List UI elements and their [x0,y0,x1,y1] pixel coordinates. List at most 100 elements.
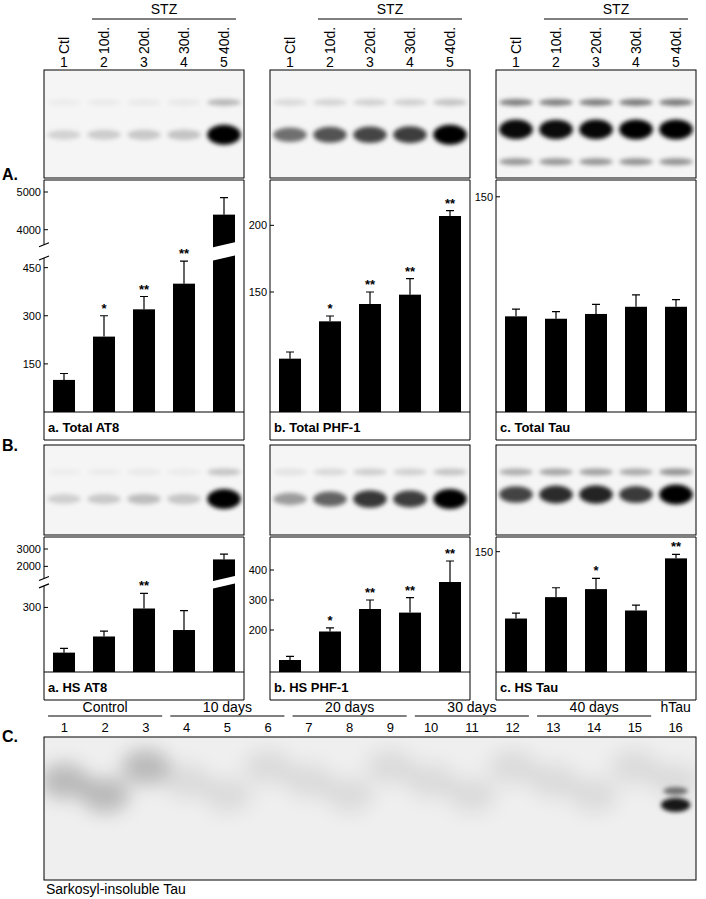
y-tick [270,225,274,226]
blot-band [393,490,427,507]
y-tick [270,292,274,293]
bar [625,611,647,673]
blot-frame [496,445,696,535]
y-tick-label: 450 [23,262,41,274]
blot-band [499,158,533,165]
blot-band [207,99,241,106]
error-bar [592,304,600,314]
blot [273,469,467,510]
bar [505,316,527,412]
y-tick [44,192,48,193]
bar [93,337,115,412]
lane-number: 1 [61,720,68,735]
x-axis [44,412,244,413]
y-tick [270,600,274,601]
error-bar [100,316,108,337]
bar [665,558,687,672]
blot-band [619,119,653,139]
bar [53,653,75,672]
bar [359,304,381,412]
blot-band [433,125,467,145]
error-bar [406,598,414,613]
y-tick [270,630,274,631]
blot-band [167,130,201,140]
lane-number: 15 [628,720,642,735]
blot-band [353,99,387,106]
y-tick-label: 3000 [17,543,41,555]
group-line [318,19,462,20]
bar [53,380,75,412]
lane-number: 5 [224,720,231,735]
lane-number: 1 [512,54,520,70]
lane-number: 4 [180,54,188,70]
group-label: 20 days [325,699,374,715]
significance: ** [405,583,416,598]
chart-title: c. HS Tau [500,680,558,695]
lane-label: Ctl [508,37,524,54]
blot-band [87,469,121,476]
blot-band [207,489,241,509]
axis-break [211,242,237,261]
bar [545,597,567,672]
lane-label: 10d. [96,27,112,54]
blot-band [127,130,161,140]
bar [439,216,461,412]
lane-label: 30d. [628,27,644,54]
blot-band [313,469,347,476]
error-bar [326,628,334,632]
blot-band [539,120,573,139]
bar [585,589,607,672]
significance: ** [405,264,416,279]
group-line [293,716,407,717]
lane-number: 13 [546,720,560,735]
error-bar [672,554,680,558]
lane-number: 12 [505,720,519,735]
error-bar [406,279,414,295]
lane-number: 2 [102,720,109,735]
plot-area [53,554,237,672]
bar [399,295,421,412]
blot-band [499,99,533,106]
lane-label: 30d. [402,27,418,54]
lane-label: 20d. [588,27,604,54]
blot-band [579,469,613,476]
blot-band [393,99,427,106]
y-tick-label: 150 [475,191,493,203]
blot-band [87,130,121,140]
error-bar [512,613,520,618]
blot-band [127,469,161,476]
x-axis [270,412,470,413]
bar [133,309,155,412]
blot-frame [270,70,470,178]
error-bar [446,211,454,216]
lane-number: 2 [552,54,560,70]
group-line [48,716,162,717]
group-line [415,716,529,717]
blot-band [663,787,687,795]
lane-number: 11 [465,720,479,735]
chart-frame [496,537,696,700]
error-bar [60,648,68,652]
blot-band [619,469,653,476]
error-bar [220,198,228,215]
blot-band [47,99,81,106]
y-tick-label: 150 [249,286,267,298]
significance: ** [445,196,456,211]
blot-band [433,469,467,476]
lane-number: 16 [668,720,682,735]
blot-band [619,486,653,503]
lane-number: 5 [672,54,680,70]
bar [319,321,341,412]
significance: * [327,613,333,628]
lane-label: 40d. [216,27,232,54]
bar [213,559,235,672]
blot-band-group [661,787,690,812]
panel-label: C. [2,728,18,745]
chart-title: b. Total PHF-1 [274,420,360,435]
error-bar [100,631,108,636]
lane-label: 40d. [442,27,458,54]
y-tick [44,607,48,608]
blot-band [313,99,347,106]
error-bar [140,297,148,310]
blot-band [207,469,241,476]
